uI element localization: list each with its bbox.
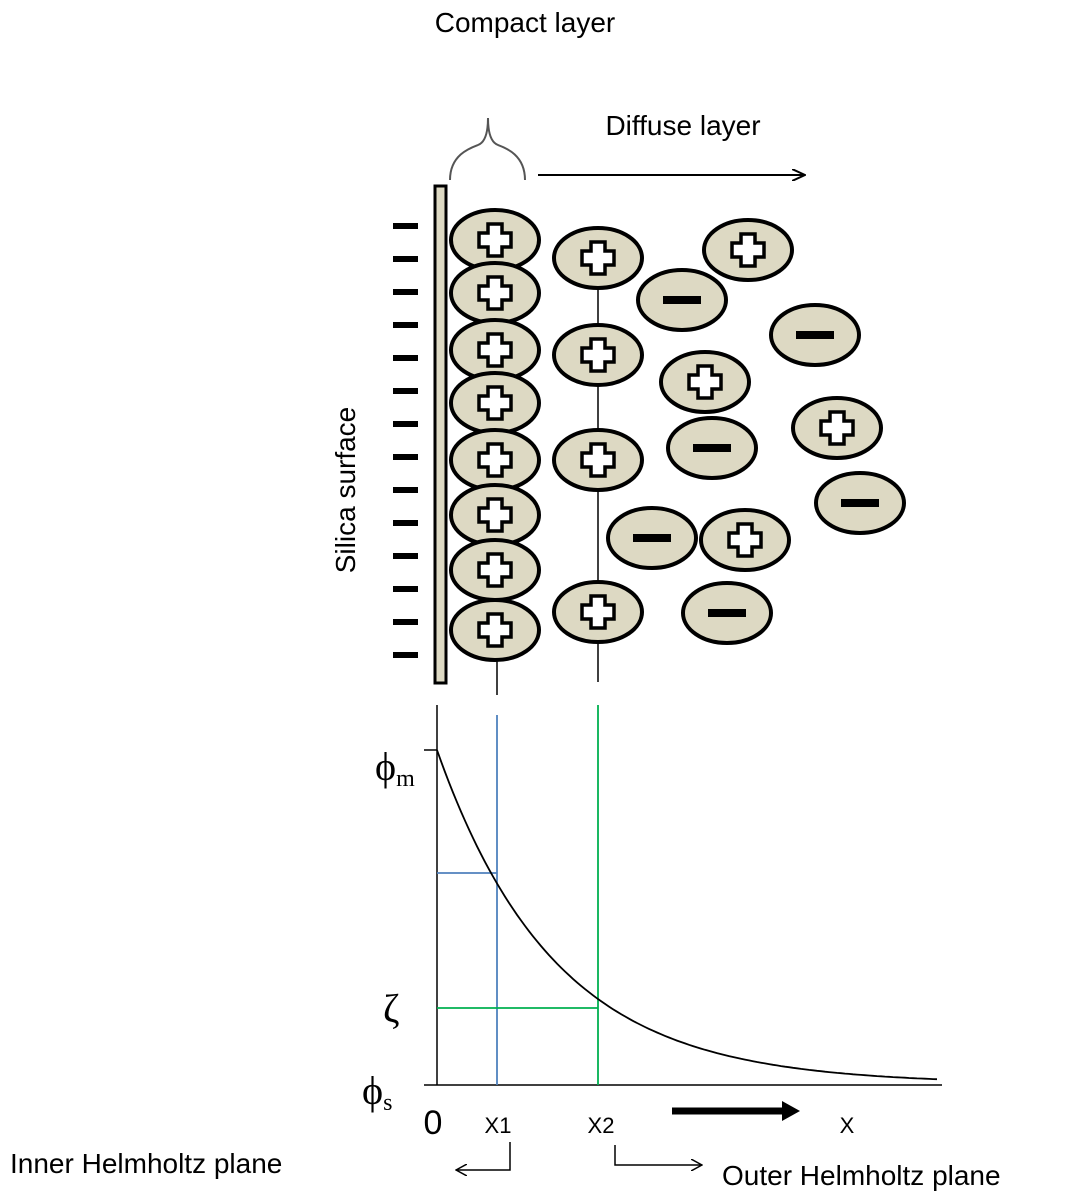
anion [681, 581, 773, 645]
negative-charge [393, 388, 418, 394]
phi-s-symbol: ϕ [362, 1068, 383, 1113]
plus-sign [477, 442, 513, 478]
cation [552, 580, 644, 644]
diffuse-layer-label: Diffuse layer [605, 110, 760, 141]
minus-sign [633, 534, 671, 542]
plus-sign [477, 385, 513, 421]
cation [552, 323, 644, 387]
origin-label: 0 [424, 1104, 443, 1142]
cation [449, 598, 541, 662]
x-label: X [840, 1113, 855, 1138]
cation [449, 428, 541, 492]
x2-label: X2 [588, 1113, 615, 1138]
plus-sign [730, 232, 766, 268]
silica-wall [433, 184, 448, 685]
negative-charge [393, 322, 418, 328]
plus-sign [580, 337, 616, 373]
negative-charge [393, 487, 418, 493]
minus-sign [708, 609, 746, 617]
minus-sign [796, 331, 834, 339]
x1-label: X1 [485, 1113, 512, 1138]
minus-sign [693, 444, 731, 452]
anion [769, 303, 861, 367]
plus-sign [477, 552, 513, 588]
negative-charge [393, 553, 418, 559]
phi-s-subscript: s [383, 1090, 392, 1116]
plus-sign [477, 497, 513, 533]
cation [699, 508, 791, 572]
surface-label: Silica surface [330, 407, 361, 574]
outer-pointer [614, 1145, 702, 1165]
cation [791, 396, 883, 460]
cation [552, 428, 644, 492]
phi-m-symbol: ϕ [375, 744, 396, 789]
negative-charge [393, 223, 418, 229]
cation [449, 538, 541, 602]
cation [552, 226, 644, 290]
minus-sign [663, 296, 701, 304]
negative-charge [393, 355, 418, 361]
negative-charge [393, 520, 418, 526]
ions [449, 208, 906, 662]
anion [606, 506, 698, 570]
phi-m-subscript: m [396, 766, 415, 792]
plus-sign [477, 332, 513, 368]
anion [814, 471, 906, 535]
plus-sign [580, 240, 616, 276]
anion [666, 416, 758, 480]
zeta-label: ζ [383, 986, 400, 1031]
negative-charge [393, 454, 418, 460]
cation [702, 218, 794, 282]
plus-sign [477, 612, 513, 648]
anion [636, 268, 728, 332]
potential-curve [436, 749, 938, 1081]
phi-s-label: ϕs [362, 1068, 392, 1116]
compact-layer-label: Compact layer [435, 7, 616, 38]
phi-m-label: ϕm [375, 744, 415, 792]
surface-charges [393, 223, 418, 658]
cation [659, 350, 751, 414]
negative-charge [393, 652, 418, 658]
cation [449, 261, 541, 325]
plus-sign [477, 222, 513, 258]
negative-charge [393, 586, 418, 592]
plus-sign [477, 275, 513, 311]
negative-charge [393, 619, 418, 625]
cation [449, 483, 541, 547]
plus-sign [580, 594, 616, 630]
x-direction-head [782, 1101, 800, 1121]
plus-sign [727, 522, 763, 558]
cation [449, 371, 541, 435]
plus-sign [819, 410, 855, 446]
plus-sign [687, 364, 723, 400]
inner-pointer [456, 1142, 511, 1170]
plus-sign [580, 442, 616, 478]
outer-plane-label: Outer Helmholtz plane [722, 1160, 1001, 1191]
inner-plane-label: Inner Helmholtz plane [10, 1148, 282, 1179]
minus-sign [841, 499, 879, 507]
negative-charge [393, 289, 418, 295]
compact-brace [449, 117, 526, 181]
negative-charge [393, 256, 418, 262]
negative-charge [393, 421, 418, 427]
